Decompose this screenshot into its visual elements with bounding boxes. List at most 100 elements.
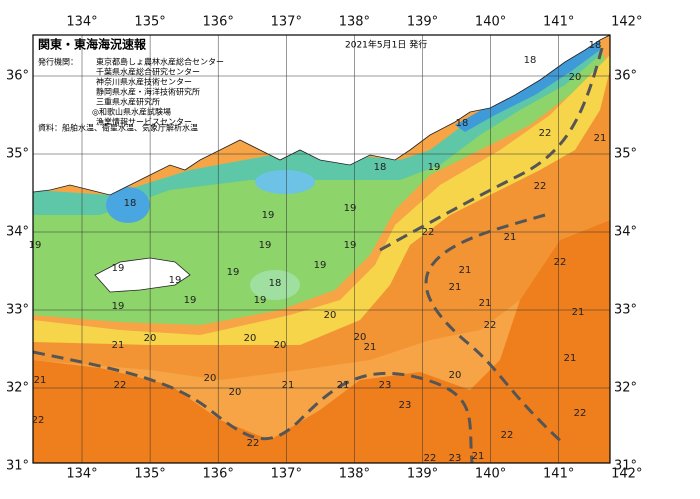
latitude-label: 36° [614,69,637,84]
light-green-patch [250,270,300,300]
latitude-label: 34° [6,225,29,240]
contour-label: 19 [227,267,240,278]
contour-label: 19 [254,295,267,306]
contour-label: 21 [449,282,462,293]
contour-label: 19 [112,301,125,312]
contour-label: 20 [229,387,242,398]
contour-label: 21 [564,353,577,364]
contour-label: 19 [344,240,357,251]
land [94,257,191,293]
longitude-label: 142° [611,15,642,30]
contour-label: 20 [354,332,367,343]
contour-label: 23 [399,400,412,411]
longitude-label: 139° [407,15,438,30]
contour-label: 22 [422,227,435,238]
latitude-label: 31° [6,459,29,474]
contour-label: 19 [262,210,275,221]
contour-label: 18 [589,40,602,51]
land [32,34,611,196]
current-axis [424,213,567,447]
contour-label: 19 [428,162,441,173]
longitude-label: 140° [475,467,506,482]
source-note: 資料：船舶水温、衛星水温、気象庁解析水温 [38,123,198,133]
latitude-label: 36° [6,69,29,84]
publisher-name: 神奈川県水産技術センター [96,77,192,87]
contour-label: 18 [124,198,137,209]
contour-label: 22 [501,430,514,441]
latitude-label: 33° [6,303,29,318]
bay-blue [106,187,150,223]
contour-label: 23 [449,453,462,464]
contour-label: 21 [504,232,517,243]
contour-label: 21 [282,380,295,391]
latitude-label: 32° [6,381,29,396]
contour-label: 21 [112,340,125,351]
current-axis [379,47,604,252]
longitude-label: 136° [203,467,234,482]
contour-label: 19 [184,295,197,306]
teal-coast [33,42,600,215]
contour-label: 19 [112,263,125,274]
contour-label: 22 [554,257,567,268]
publisher-name: 漁業情報サービスセンター [96,117,192,127]
longitude-label: 140° [475,15,506,30]
contour-label: 20 [204,373,217,384]
longitude-label: 139° [407,467,438,482]
latitude-label: 32° [614,381,637,396]
contour-label: 21 [364,342,377,353]
contour-label: 22 [574,408,587,419]
latitude-label: 34° [614,225,637,240]
contour-label: 18 [456,118,469,129]
title: 関東・東海海況速報 [38,37,147,52]
publisher-name: ◎和歌山県水産試験場 [92,107,171,117]
bay-blue [255,170,315,194]
contour-label: 19 [169,275,182,286]
contour-label: 22 [247,438,260,449]
contour-label: 22 [32,415,45,426]
contour-label: 22 [484,320,497,331]
publisher-label: 発行機関： [38,57,78,67]
publisher-name: 三重県水産研究所 [96,97,160,107]
contour-label: 21 [472,451,485,462]
latitude-label: 35° [614,147,637,162]
contour-label: 23 [379,380,392,391]
longitude-label: 134° [66,15,97,30]
contour-label: 21 [337,380,350,391]
longitude-label: 136° [203,15,234,30]
contour-label: 20 [274,340,287,351]
contour-label: 18 [524,55,537,66]
contour-label: 21 [594,133,607,144]
longitude-label: 137° [271,15,302,30]
longitude-label: 134° [66,467,97,482]
contour-label: 18 [269,278,282,289]
longitude-label: 142° [611,467,642,482]
orange-zone [33,70,610,380]
longitude-label: 138° [339,15,370,30]
longitude-label: 141° [543,15,574,30]
latitude-label: 31° [614,459,637,474]
deep-orange-zone [33,220,610,463]
longitude-label: 135° [134,15,165,30]
contour-label: 22 [424,453,437,464]
issue-date: 2021年5月1日 発行 [345,39,427,51]
contour-label: 20 [244,333,257,344]
contour-label: 19 [29,240,42,251]
publisher-name: 東京都島しょ農林水産総合センター [96,57,224,67]
contour-label: 21 [479,298,492,309]
contour-label: 19 [344,203,357,214]
latitude-label: 33° [614,303,637,318]
contour-label: 20 [144,333,157,344]
longitude-label: 141° [543,467,574,482]
contour-label: 20 [449,370,462,381]
contour-label: 22 [534,181,547,192]
publisher-name: 静岡県水産・海洋技術研究所 [96,87,200,97]
current-axis [32,350,474,464]
contour-label: 20 [324,310,337,321]
longitude-label: 138° [339,467,370,482]
contour-label: 21 [34,375,47,386]
contour-label: 20 [569,72,582,83]
contour-label: 22 [114,380,127,391]
contour-label: 21 [459,265,472,276]
longitude-label: 135° [134,467,165,482]
